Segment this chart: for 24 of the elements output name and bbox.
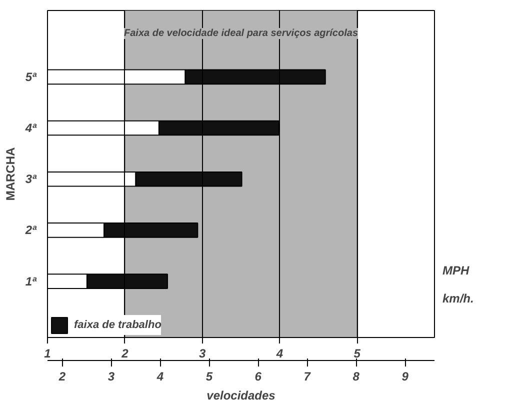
x-tick-label: 5	[354, 346, 361, 360]
x2-tick-label: 9	[402, 370, 409, 384]
x2-tick-label: 4	[156, 370, 164, 384]
band-label: Faixa de velocidade ideal para serviços agrícolas	[124, 28, 358, 39]
legend-label: faixa de trabalho	[74, 319, 162, 331]
x-tick-label: 4	[275, 346, 284, 360]
x-tick-label: 1	[44, 346, 52, 360]
x-axis-title: MPH	[442, 264, 470, 278]
x2-tick-label: 2	[58, 370, 66, 384]
x2-tick-label: 3	[108, 370, 115, 384]
x-tick-label: 2	[120, 346, 129, 360]
text: velocidades	[206, 388, 276, 402]
y-tick-label: 4ª	[24, 121, 38, 136]
y-axis-title: MARCHA	[3, 147, 18, 201]
y-tick-label: 2ª	[24, 223, 38, 238]
y-tick-label: 3ª	[25, 172, 38, 186]
x-tick-label: 3	[198, 346, 206, 360]
y-tick-label: 5ª	[25, 70, 38, 84]
x2-tick-label: 8	[352, 370, 360, 384]
y-tick-label: 1ª	[25, 274, 38, 288]
x2-axis-title: km/h.	[442, 292, 474, 306]
x2-tick-label: 6	[254, 370, 262, 384]
x2-tick-label: 5	[206, 370, 213, 384]
x2-tick-label: 7	[304, 370, 312, 384]
